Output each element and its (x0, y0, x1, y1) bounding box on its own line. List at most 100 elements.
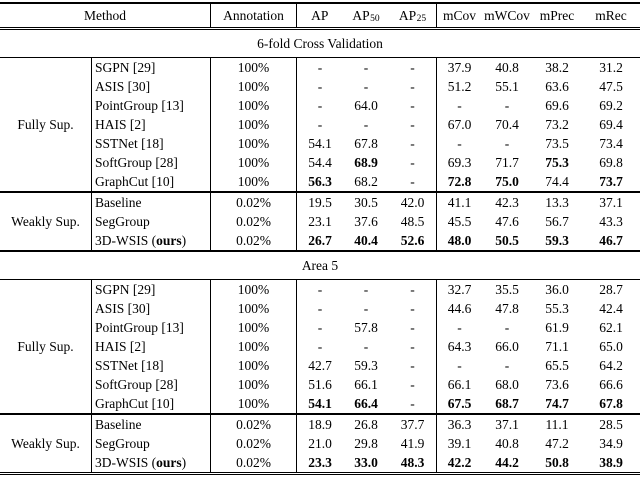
value-cell: 48.0 (447, 233, 472, 248)
value-cell: 29.8 (354, 436, 378, 451)
annotation-cell: 100% (211, 153, 297, 172)
method-cell: Baseline (92, 193, 211, 212)
value-cell: - (389, 115, 437, 134)
value-cell: 65.5 (545, 358, 569, 373)
value-cell: 37.6 (354, 214, 378, 229)
method-text: ASIS [30] (95, 79, 151, 94)
value-cell: 11.1 (545, 417, 569, 432)
value-cell: 42.3 (495, 195, 519, 210)
section-title-6fold: 6-fold Cross Validation (257, 36, 383, 51)
value-cell: - (504, 358, 510, 373)
table-row: 3D-WSIS (ours) 0.02% 26.7 40.4 52.6 48.0 50.5 5… (92, 231, 640, 250)
method-text: GraphCut [10] (95, 174, 175, 189)
value-cell: 47.8 (495, 301, 519, 316)
method-text: PointGroup [13] (95, 320, 184, 335)
table-row: SoftGroup [28] 100% 54.4 68.9-69.3 71.7 75.3 6… (92, 153, 640, 172)
annotation-cell: 0.02% (211, 212, 297, 231)
value-cell: 68.9 (354, 155, 378, 170)
value-cell: 68.0 (495, 377, 519, 392)
table-row: GraphCut [10] 100% 54.1 66.4-67.5 68.7 74.7 67… (92, 394, 640, 413)
value-cell: - (457, 358, 462, 373)
header-row: Method Annotation AP AP 50 AP 25 mCov mWCo… (0, 4, 640, 27)
header-ap50: AP 50 (352, 7, 380, 24)
value-cell: 64.0 (354, 98, 378, 113)
method-text: SoftGroup [28] (95, 155, 178, 170)
value-cell: 33.0 (354, 455, 378, 470)
table-row: PointGroup [13] 100% -64.0- - -69.6 69.2 (92, 96, 640, 115)
method-cell: PointGroup [13] (92, 96, 211, 115)
value-cell: 73.2 (545, 117, 569, 132)
value-cell: - (389, 318, 437, 337)
value-cell: 74.7 (545, 396, 569, 411)
value-cell: 47.5 (599, 79, 623, 94)
value-cell: 46.7 (599, 233, 623, 248)
value-cell: 36.3 (447, 417, 472, 432)
value-cell: - (363, 117, 369, 132)
value-cell: 69.8 (599, 155, 623, 170)
value-cell: 68.2 (354, 174, 378, 189)
table-row: SegGroup 0.02% 23.1 37.6 48.5 45.5 47.6 56.7 43.… (92, 212, 640, 231)
value-cell: 55.3 (545, 301, 569, 316)
rule-below-area5-title (0, 279, 640, 280)
table-row: HAIS [2] 100% - - -67.0 70.4 73.2 69.4 (92, 115, 640, 134)
value-cell: 26.8 (354, 417, 378, 432)
group-rows: SGPN [29] 100% - - -37.9 40.8 38.2 31.2 ASIS [30… (92, 58, 640, 191)
method-text: SGPN [29] (95, 60, 156, 75)
table-row: 3D-WSIS (ours) 0.02% 23.3 33.0 48.3 42.2 44.2 5… (92, 453, 640, 472)
value-cell: 45.5 (447, 214, 472, 229)
method-text: SSTNet [18] (95, 136, 164, 151)
annotation-cell: 0.02% (211, 453, 297, 472)
value-cell: - (504, 136, 510, 151)
group-area5-weakly: Weakly Sup. Baseline 0.02% 18.9 26.8 37.7 36.… (0, 415, 640, 472)
method-cell: 3D-WSIS (ours) (92, 453, 211, 472)
value-cell: 52.6 (389, 231, 437, 250)
value-cell: 64.3 (447, 339, 472, 354)
method-text: SegGroup (95, 436, 150, 451)
rule-below-6fold-title (0, 57, 640, 58)
value-cell: 72.8 (447, 174, 472, 189)
table-row: PointGroup [13] 100% -57.8- - -61.9 62.1 (92, 318, 640, 337)
value-cell: - (504, 98, 510, 113)
value-cell: 63.6 (545, 79, 569, 94)
method-text: ASIS [30] (95, 301, 151, 316)
value-cell: 42.7 (308, 358, 332, 373)
value-cell: 48.5 (389, 212, 437, 231)
value-cell: - (457, 98, 462, 113)
value-cell: - (317, 79, 323, 94)
value-cell: 73.7 (599, 174, 623, 189)
table-row: SSTNet [18] 100% 42.7 59.3- - -65.5 64.2 (92, 356, 640, 375)
value-cell: - (389, 58, 437, 77)
value-cell: 71.1 (545, 339, 569, 354)
value-cell: 37.7 (389, 415, 437, 434)
value-cell: 56.3 (308, 174, 332, 189)
group-label: Fully Sup. (0, 58, 92, 191)
rule-bottom (0, 472, 640, 475)
value-cell: - (389, 394, 437, 413)
value-cell: - (389, 337, 437, 356)
method-text: HAIS [2] (95, 339, 146, 354)
method-cell: SSTNet [18] (92, 356, 211, 375)
value-cell: 36.0 (545, 282, 569, 297)
value-cell: 66.0 (495, 339, 519, 354)
method-text: HAIS [2] (95, 117, 146, 132)
method-cell: 3D-WSIS (ours) (92, 231, 211, 250)
rule-separator (0, 250, 640, 252)
annotation-cell: 100% (211, 77, 297, 96)
value-cell: 23.1 (308, 214, 332, 229)
annotation-cell: 100% (211, 134, 297, 153)
value-cell: 42.2 (447, 455, 472, 470)
method-cell: SSTNet [18] (92, 134, 211, 153)
value-cell: - (317, 117, 323, 132)
value-cell: 57.8 (354, 320, 378, 335)
value-cell: 23.3 (308, 455, 332, 470)
method-cell: ASIS [30] (92, 77, 211, 96)
value-cell: 65.0 (599, 339, 623, 354)
group-label: Weakly Sup. (0, 193, 92, 250)
header-ap: AP (311, 7, 329, 23)
section-title-area5: Area 5 (301, 258, 339, 273)
table-row: GraphCut [10] 100% 56.3 68.2-72.8 75.0 74.4 73… (92, 172, 640, 191)
annotation-cell: 100% (211, 375, 297, 394)
header-mcov: mCov (442, 7, 476, 23)
value-cell: 34.9 (599, 436, 623, 451)
value-cell: 54.4 (308, 155, 332, 170)
